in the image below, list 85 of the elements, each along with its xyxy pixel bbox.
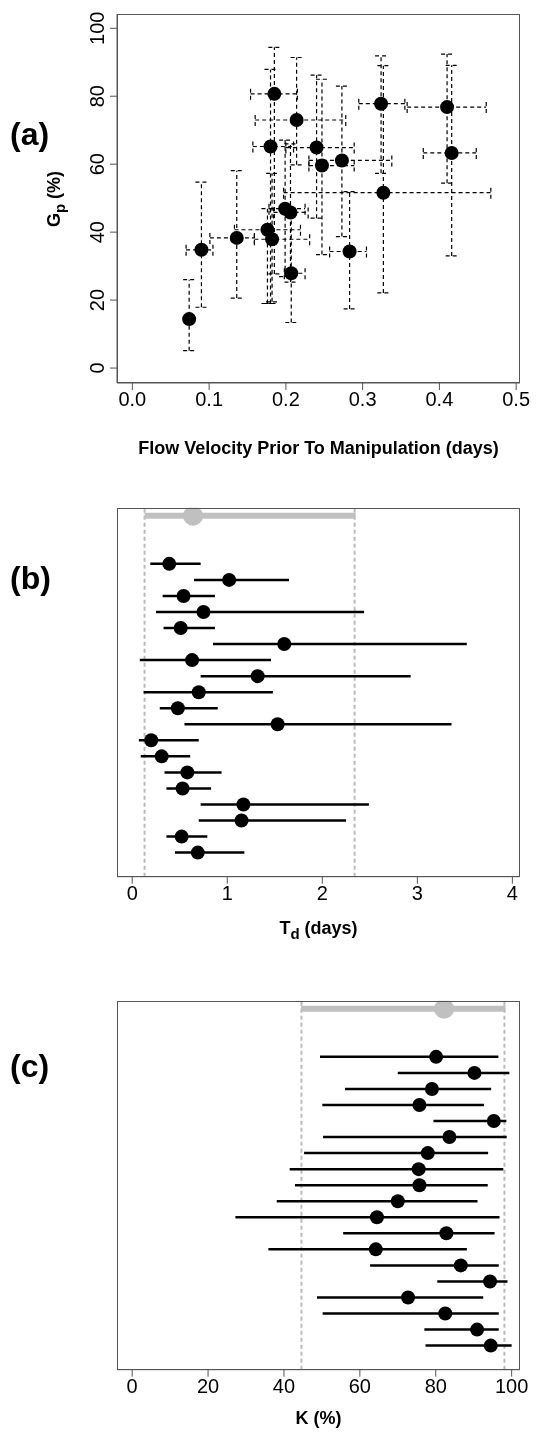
point (401, 1290, 416, 1305)
point (376, 185, 391, 200)
x-tick-label: 80 (424, 1374, 447, 1397)
point (194, 242, 209, 257)
x-tick-label: 2 (316, 881, 328, 904)
point (483, 1274, 498, 1289)
x-tick-label: 0.2 (271, 388, 300, 411)
point (175, 781, 190, 796)
point (196, 604, 211, 619)
point (170, 701, 185, 716)
point (412, 1178, 427, 1193)
x-tick-label: 3 (411, 881, 423, 904)
y-tick-label: 0 (86, 362, 108, 374)
point (180, 765, 195, 780)
point (334, 153, 349, 168)
y-tick-label: 20 (86, 288, 108, 312)
x-tick-label: 60 (348, 1374, 371, 1397)
point (483, 1338, 498, 1353)
point (453, 1258, 468, 1273)
x-tick-label: 0.3 (348, 388, 377, 411)
point (182, 312, 197, 327)
x-tick-label: 0.0 (118, 388, 147, 411)
point (342, 244, 357, 259)
point (229, 230, 244, 245)
point (467, 1065, 482, 1080)
point (265, 232, 280, 247)
point (144, 733, 159, 748)
point (222, 572, 237, 587)
x-tick-label: 0.4 (425, 388, 454, 411)
point (411, 1162, 426, 1177)
point (429, 1049, 444, 1064)
x-axis-title: K (%) (295, 1408, 342, 1429)
x-tick-label: 4 (506, 881, 518, 904)
point (176, 588, 191, 603)
point (439, 1226, 454, 1241)
point (174, 829, 189, 844)
point (267, 86, 282, 101)
point (412, 1097, 427, 1112)
y-tick-label: 100 (86, 11, 108, 45)
point (185, 653, 200, 668)
point (234, 813, 249, 828)
point (183, 507, 204, 526)
x-tick-label: 0.1 (195, 388, 224, 411)
point (283, 205, 298, 220)
x-tick-label: 40 (272, 1374, 296, 1397)
point (277, 637, 292, 652)
y-tick-label: 40 (86, 221, 108, 244)
point (270, 717, 285, 732)
point (442, 1130, 457, 1145)
point (486, 1114, 501, 1129)
x-tick-label: 100 (494, 1374, 529, 1397)
text: (a) (10, 116, 50, 153)
point (263, 139, 278, 154)
text: (b) (10, 560, 51, 597)
point (440, 100, 455, 115)
y-tick-label: 60 (86, 153, 108, 176)
x-axis-title: T$_{d}$ (days) (279, 918, 358, 942)
x-tick-label: 20 (196, 1374, 220, 1397)
point (236, 797, 251, 812)
point (162, 556, 177, 571)
x-tick-label: 0 (126, 1374, 138, 1397)
point (314, 158, 329, 173)
point (154, 749, 169, 764)
point (250, 669, 265, 684)
text: (c) (10, 1048, 50, 1085)
point (368, 1242, 383, 1257)
x-axis-title: Flow Velocity Prior To Manipulation (days) (138, 438, 499, 459)
point (470, 1322, 485, 1337)
point (289, 113, 304, 128)
point (369, 1210, 384, 1225)
point (173, 621, 188, 636)
x-tick-label: 0 (126, 881, 138, 904)
point (374, 96, 389, 111)
point (434, 1000, 455, 1019)
x-tick-label: 0.5 (502, 388, 531, 411)
point (438, 1306, 453, 1321)
point (420, 1146, 435, 1161)
point (309, 140, 324, 155)
y-tick-label: 80 (86, 85, 108, 108)
point (444, 145, 459, 160)
point (191, 685, 206, 700)
point (390, 1194, 405, 1209)
point (190, 845, 205, 860)
x-tick-label: 1 (221, 881, 233, 904)
point (424, 1081, 439, 1096)
